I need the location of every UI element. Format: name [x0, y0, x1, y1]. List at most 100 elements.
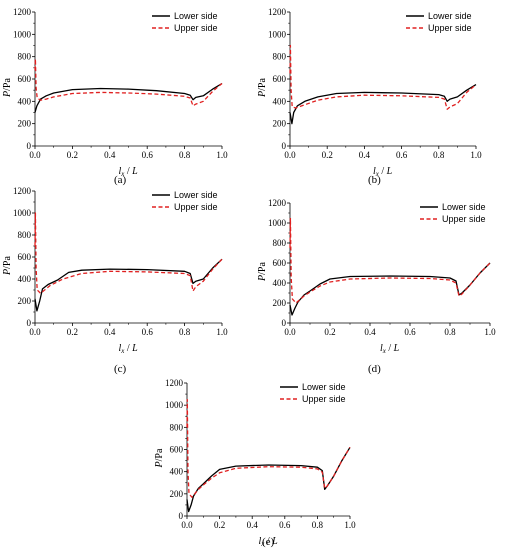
y-tick-label: 1000	[268, 218, 287, 228]
x-tick-label: 0.0	[181, 520, 193, 530]
y-tick-label: 1200	[165, 378, 184, 388]
series-line-upper-side	[289, 217, 491, 304]
panel-label: (d)	[368, 363, 381, 375]
chart-panel: 0.0 0.2 0.4 0.6 0.8 1.0 0 200 400 600 800 1000 1200 P…	[154, 378, 356, 548]
series-line-upper-side	[186, 398, 351, 498]
y-tick-label: 600	[273, 258, 287, 268]
x-tick-label: 0.2	[214, 520, 225, 530]
y-tick-label: 0	[282, 318, 287, 328]
series-line-lower-side	[289, 262, 491, 316]
x-tick-label: 0.4	[359, 150, 371, 160]
legend-label: Lower side	[428, 11, 472, 21]
x-axis-label: lx / L	[119, 343, 139, 355]
legend-label: Lower side	[442, 202, 486, 212]
panel-label: (b)	[368, 174, 381, 186]
x-tick-label: 0.6	[142, 150, 154, 160]
y-tick-label: 800	[18, 230, 32, 240]
chart-panel: 0.0 0.2 0.4 0.6 0.8 1.0 0 200 400 600 800 1000 1200 P…	[257, 7, 482, 186]
x-tick-label: 1.0	[216, 327, 228, 337]
series-line-upper-side	[34, 212, 223, 294]
legend-label: Upper side	[442, 214, 486, 224]
legend-label: Upper side	[302, 394, 346, 404]
x-tick-label: 0.8	[444, 327, 456, 337]
y-tick-label: 200	[273, 119, 287, 129]
panel-label: (e)	[262, 536, 275, 548]
panel-label: (c)	[114, 363, 127, 375]
y-axis-label: P/Pa	[257, 78, 268, 98]
y-tick-label: 200	[170, 489, 184, 499]
y-tick-label: 600	[18, 74, 32, 84]
y-tick-label: 1000	[165, 400, 184, 410]
x-tick-label: 0.2	[324, 327, 335, 337]
y-tick-label: 1200	[268, 7, 287, 17]
x-tick-label: 0.4	[104, 327, 116, 337]
x-tick-label: 1.0	[216, 150, 228, 160]
x-tick-label: 0.2	[67, 150, 78, 160]
x-tick-label: 0.6	[404, 327, 416, 337]
y-tick-label: 400	[18, 274, 32, 284]
y-axis-label: P/Pa	[154, 448, 165, 468]
y-tick-label: 0	[27, 318, 32, 328]
x-axis-label: lx / L	[380, 343, 400, 355]
x-tick-label: 0.4	[364, 327, 376, 337]
y-tick-label: 400	[273, 96, 287, 106]
legend-label: Upper side	[174, 202, 218, 212]
y-tick-label: 400	[170, 467, 184, 477]
y-tick-label: 400	[273, 278, 287, 288]
y-tick-label: 200	[273, 298, 287, 308]
series-line-upper-side	[34, 58, 223, 107]
x-tick-label: 0.6	[396, 150, 408, 160]
y-tick-label: 1200	[13, 186, 32, 196]
x-tick-label: 0.8	[179, 150, 191, 160]
x-tick-label: 0.4	[247, 520, 259, 530]
y-tick-label: 0	[27, 141, 32, 151]
y-tick-label: 1000	[268, 29, 287, 39]
y-tick-label: 600	[18, 252, 32, 262]
legend-label: Lower side	[174, 11, 218, 21]
x-tick-label: 0.2	[322, 150, 333, 160]
y-tick-label: 200	[18, 119, 32, 129]
x-tick-label: 0.8	[433, 150, 445, 160]
legend-label: Upper side	[428, 23, 472, 33]
x-axis-label: lx / L	[373, 166, 393, 178]
panel-label: (a)	[114, 174, 127, 186]
x-tick-label: 0.0	[29, 327, 41, 337]
series-line-lower-side	[34, 258, 223, 312]
chart-panel: 0.0 0.2 0.4 0.6 0.8 1.0 0 200 400 600 800 1000 1200 P…	[257, 198, 496, 375]
y-tick-label: 200	[18, 296, 32, 306]
y-axis-label: P/Pa	[2, 78, 13, 98]
x-tick-label: 0.0	[284, 150, 296, 160]
x-tick-label: 1.0	[470, 150, 482, 160]
x-axis-label: lx / L	[259, 536, 279, 548]
y-tick-label: 800	[273, 238, 287, 248]
y-tick-label: 800	[273, 52, 287, 62]
x-tick-label: 1.0	[484, 327, 496, 337]
series-line-lower-side	[34, 82, 223, 113]
chart-panel: 0.0 0.2 0.4 0.6 0.8 1.0 0 200 400 600 800 1000 1200 P…	[2, 186, 228, 375]
y-tick-label: 1200	[268, 198, 287, 208]
series-line-lower-side	[289, 84, 477, 125]
legend-label: Lower side	[174, 190, 218, 200]
series-line-upper-side	[289, 44, 477, 110]
x-tick-label: 0.4	[104, 150, 116, 160]
y-tick-label: 400	[18, 96, 32, 106]
y-tick-label: 1000	[13, 208, 32, 218]
x-tick-label: 0.6	[279, 520, 291, 530]
x-axis-label: lx / L	[119, 166, 139, 178]
y-axis-label: P/Pa	[257, 262, 268, 282]
chart-panel: 0.0 0.2 0.4 0.6 0.8 1.0 0 200 400 600 800 1000 1200 P…	[2, 7, 228, 186]
y-tick-label: 0	[282, 141, 287, 151]
y-tick-label: 800	[18, 52, 32, 62]
x-tick-label: 0.8	[312, 520, 324, 530]
y-tick-label: 600	[273, 74, 287, 84]
legend-label: Lower side	[302, 382, 346, 392]
legend-label: Upper side	[174, 23, 218, 33]
x-tick-label: 0.0	[284, 327, 296, 337]
y-tick-label: 0	[179, 511, 184, 521]
y-tick-label: 800	[170, 422, 184, 432]
x-tick-label: 1.0	[344, 520, 356, 530]
y-tick-label: 1200	[13, 7, 32, 17]
y-axis-label: P/Pa	[2, 256, 13, 276]
y-tick-label: 600	[170, 445, 184, 455]
